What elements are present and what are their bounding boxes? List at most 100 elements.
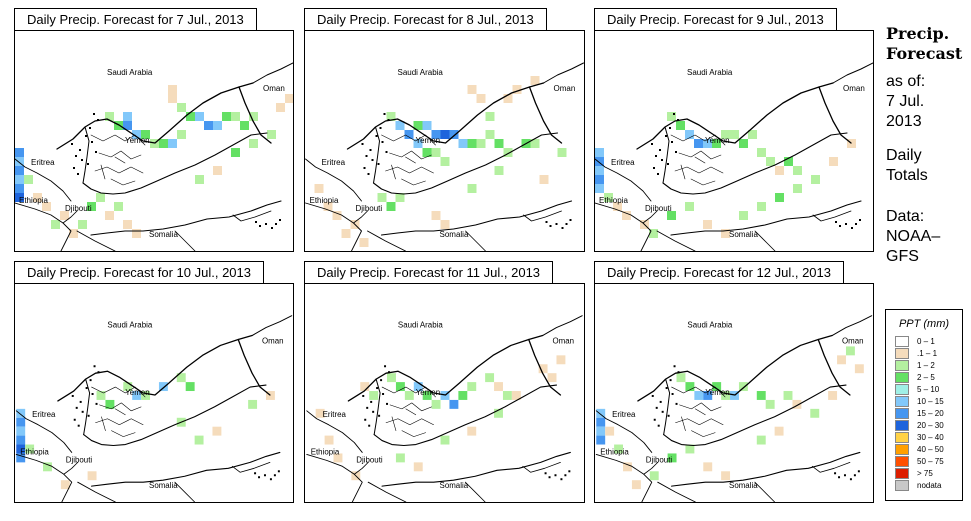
boundary-line bbox=[62, 210, 78, 224]
panel-title: Daily Precip. Forecast for 9 Jul., 2013 bbox=[594, 8, 837, 30]
island bbox=[71, 143, 73, 145]
boundary-line bbox=[754, 481, 776, 502]
precip-cell bbox=[854, 364, 864, 374]
precip-cell bbox=[213, 166, 222, 175]
precip-cell bbox=[359, 238, 369, 247]
boundary-line bbox=[656, 230, 696, 251]
legend-label: 50 – 75 bbox=[917, 457, 944, 466]
map-area: Saudi Arabia Oman Yemen Eritrea Ethiopia Djib… bbox=[304, 283, 585, 503]
legend-swatch bbox=[895, 444, 909, 455]
island bbox=[258, 476, 261, 479]
precip-cell bbox=[556, 355, 566, 365]
precip-cell bbox=[177, 130, 186, 139]
island bbox=[669, 127, 671, 129]
boundary-line bbox=[91, 386, 146, 437]
legend-swatch bbox=[895, 468, 909, 479]
precip-cell bbox=[703, 391, 713, 400]
island bbox=[368, 424, 371, 427]
precip-cell bbox=[422, 121, 432, 130]
precip-cell bbox=[467, 139, 477, 148]
island bbox=[255, 221, 257, 223]
precip-cell bbox=[87, 471, 97, 481]
boundary-line bbox=[63, 461, 79, 475]
island bbox=[365, 155, 368, 157]
precip-cell bbox=[467, 184, 477, 193]
island bbox=[835, 221, 837, 223]
precip-cell bbox=[605, 426, 615, 436]
precip-cell bbox=[267, 130, 276, 139]
precip-cell bbox=[649, 229, 658, 238]
map-svg: Saudi Arabia Oman Yemen Eritrea Ethiopia Djib… bbox=[305, 62, 584, 251]
sidebar-data-line1: Data: bbox=[886, 208, 925, 225]
precip-cell bbox=[503, 148, 513, 157]
precip-cell bbox=[168, 139, 177, 148]
precip-cell bbox=[123, 382, 133, 392]
precip-cell bbox=[757, 148, 766, 157]
sidebar-data-line2: NOAA– bbox=[886, 228, 941, 245]
country-label-saudi-arabia: Saudi Arabia bbox=[107, 321, 152, 330]
precip-cell bbox=[511, 391, 521, 400]
precip-cell bbox=[595, 175, 604, 184]
island bbox=[548, 476, 551, 479]
precip-cell bbox=[132, 229, 141, 238]
country-label-ethiopia: Ethiopia bbox=[20, 447, 49, 456]
precip-cell bbox=[168, 94, 177, 103]
precip-cell bbox=[87, 202, 96, 211]
map-area: Saudi Arabia Oman Yemen Eritrea Ethiopia Djib… bbox=[14, 30, 294, 252]
island bbox=[659, 149, 661, 151]
precip-cell bbox=[132, 391, 142, 400]
precip-cell bbox=[712, 139, 721, 148]
precip-cell bbox=[667, 453, 677, 463]
precip-cell bbox=[613, 202, 622, 211]
precip-cell bbox=[485, 373, 495, 383]
island bbox=[263, 474, 266, 477]
precip-cell bbox=[69, 229, 78, 238]
island bbox=[545, 221, 548, 223]
precip-cell bbox=[530, 139, 540, 148]
boundary-line bbox=[367, 481, 407, 502]
legend-swatch bbox=[895, 456, 909, 467]
precip-cell bbox=[431, 399, 441, 409]
precip-cell bbox=[739, 211, 748, 220]
island bbox=[79, 400, 82, 403]
precip-cell bbox=[185, 382, 195, 392]
precip-cell bbox=[703, 139, 712, 148]
precip-cell bbox=[16, 444, 26, 454]
precip-cell bbox=[194, 435, 204, 445]
island bbox=[857, 470, 860, 473]
island bbox=[851, 227, 853, 229]
precip-cell bbox=[341, 229, 351, 238]
legend-label: 30 – 40 bbox=[917, 433, 944, 442]
island bbox=[91, 393, 94, 395]
precip-cell bbox=[186, 112, 195, 121]
island bbox=[843, 474, 846, 477]
island bbox=[659, 400, 662, 403]
boundary-line bbox=[542, 315, 583, 337]
precip-cell bbox=[467, 426, 477, 436]
island bbox=[671, 393, 674, 395]
island bbox=[279, 219, 281, 221]
precip-cell bbox=[765, 399, 775, 409]
precip-cell bbox=[16, 453, 26, 463]
precip-cell bbox=[96, 391, 106, 400]
legend-label: 1 – 2 bbox=[917, 361, 935, 370]
island bbox=[667, 163, 669, 165]
precip-cell bbox=[449, 130, 459, 139]
precip-cells bbox=[15, 85, 293, 238]
island bbox=[554, 474, 557, 477]
precip-cell bbox=[395, 193, 405, 202]
country-label-yemen: Yemen bbox=[416, 388, 440, 397]
boundaries bbox=[595, 315, 873, 502]
precip-cell bbox=[810, 408, 820, 418]
island bbox=[93, 365, 96, 368]
precip-cells bbox=[315, 355, 566, 481]
precip-cell bbox=[332, 211, 342, 220]
boundary-line bbox=[373, 126, 380, 184]
boundary-line bbox=[83, 384, 267, 447]
legend-title: PPT (mm) bbox=[898, 318, 950, 330]
precip-cell bbox=[748, 130, 757, 139]
legend-label: nodata bbox=[917, 481, 942, 490]
island bbox=[95, 151, 97, 153]
island bbox=[95, 402, 98, 405]
island bbox=[85, 387, 88, 390]
